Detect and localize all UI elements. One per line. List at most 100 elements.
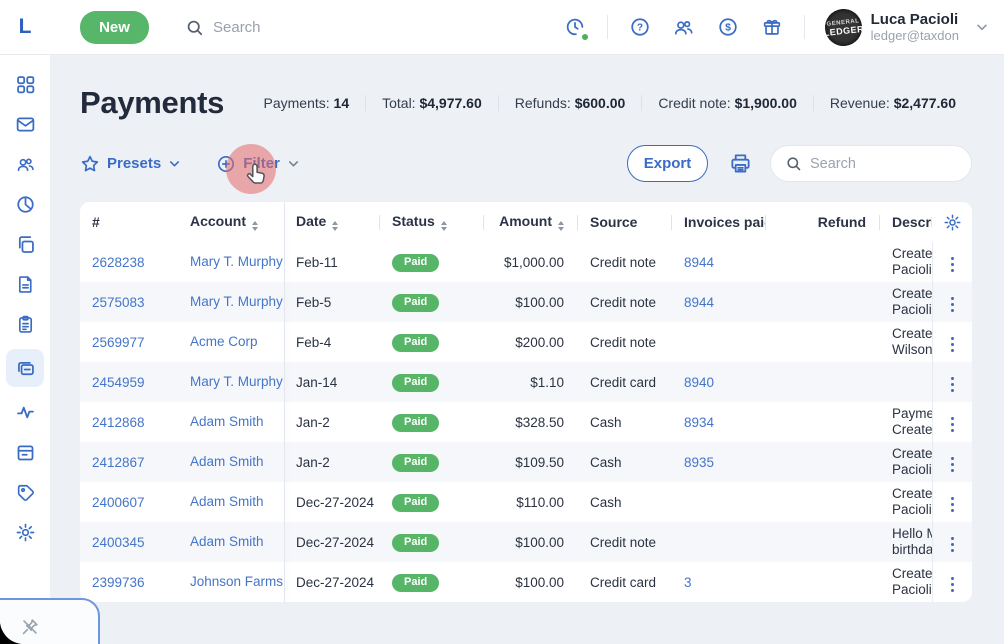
payment-id-link[interactable]: 2454959: [92, 375, 145, 390]
star-icon: [80, 154, 100, 174]
sidebar-pin-panel: [0, 598, 100, 644]
sidebar-item-mail[interactable]: [6, 109, 44, 139]
pinned-column-divider: [284, 202, 285, 602]
table-row: 2569977 Acme Corp Feb-4 Paid $200.00 Cre…: [80, 322, 972, 362]
row-menu-icon[interactable]: [947, 573, 959, 597]
account-link[interactable]: Acme Corp: [190, 334, 284, 350]
unpin-icon[interactable]: [18, 615, 42, 639]
sidebar-item-invoices[interactable]: [6, 269, 44, 299]
sidebar-item-documents[interactable]: [6, 229, 44, 259]
col-header-status[interactable]: Status: [380, 202, 484, 242]
invoice-link[interactable]: 8944: [684, 255, 714, 270]
sidebar-item-calendar[interactable]: [6, 437, 44, 467]
col-header-refund[interactable]: Refund: [766, 202, 880, 242]
account-link[interactable]: Mary T. Murphy: [190, 294, 284, 310]
sort-icon: [332, 221, 338, 231]
export-button[interactable]: Export: [627, 145, 708, 182]
col-header-amount[interactable]: Amount: [484, 202, 578, 242]
gift-icon[interactable]: [760, 15, 784, 39]
account-link[interactable]: Mary T. Murphy: [190, 254, 284, 270]
table-row: 2575083 Mary T. Murphy Feb-5 Paid $100.0…: [80, 282, 972, 322]
sidebar-item-activity[interactable]: [6, 397, 44, 427]
col-header-source[interactable]: Source: [578, 202, 672, 242]
payment-id-link[interactable]: 2575083: [92, 295, 145, 310]
col-header-id[interactable]: #: [80, 202, 178, 242]
sort-icon: [558, 221, 564, 231]
time-tracker-icon[interactable]: [563, 15, 587, 39]
sort-icon: [441, 221, 447, 231]
col-header-description[interactable]: Descrip: [880, 202, 932, 242]
new-button[interactable]: New: [80, 11, 149, 44]
app-window: L New ? $: [0, 0, 1004, 644]
global-search-input[interactable]: [213, 19, 513, 36]
community-icon[interactable]: [672, 15, 696, 39]
table-row: 2399736 Johnson Farms Dec-27-2024 Paid $…: [80, 562, 972, 602]
tracker-status-dot: [580, 32, 590, 42]
account-link[interactable]: Adam Smith: [190, 414, 284, 430]
account-link[interactable]: Johnson Farms: [190, 574, 284, 590]
row-menu-icon[interactable]: [947, 453, 959, 477]
table-row: 2628238 Mary T. Murphy Feb-11 Paid $1,00…: [80, 242, 972, 282]
billing-icon[interactable]: $: [716, 15, 740, 39]
table-row: 2454959 Mary T. Murphy Jan-14 Paid $1.10…: [80, 362, 972, 402]
app-logo[interactable]: L: [0, 15, 50, 39]
payment-id-link[interactable]: 2400345: [92, 535, 145, 550]
stat-total: Total: $4,977.60: [365, 95, 498, 111]
print-icon[interactable]: [728, 152, 752, 176]
sidebar-item-dashboard[interactable]: [6, 69, 44, 99]
row-menu-icon[interactable]: [947, 253, 959, 277]
filter-dropdown[interactable]: Filter: [216, 154, 301, 174]
payment-id-link[interactable]: 2400607: [92, 495, 145, 510]
status-badge: Paid: [392, 334, 439, 352]
col-header-date[interactable]: Date: [284, 202, 380, 242]
invoice-link[interactable]: 8944: [684, 295, 714, 310]
status-badge: Paid: [392, 294, 439, 312]
table-search-input[interactable]: [810, 156, 950, 172]
row-menu-icon[interactable]: [947, 493, 959, 517]
row-menu-icon[interactable]: [947, 413, 959, 437]
row-menu-icon[interactable]: [947, 333, 959, 357]
status-badge: Paid: [392, 374, 439, 392]
user-menu[interactable]: GENERAL LEDGER Luca Pacioli ledger@taxdo…: [825, 9, 990, 46]
status-badge: Paid: [392, 254, 439, 272]
chevron-down-icon: [974, 19, 990, 35]
invoice-link[interactable]: 3: [684, 575, 692, 590]
col-header-account[interactable]: Account: [178, 202, 284, 242]
invoice-link[interactable]: 8935: [684, 455, 714, 470]
table-search[interactable]: [770, 145, 972, 182]
sidebar-item-contacts[interactable]: [6, 149, 44, 179]
sidebar-item-offers[interactable]: [6, 477, 44, 507]
account-link[interactable]: Adam Smith: [190, 454, 284, 470]
user-email: ledger@taxdon: [871, 28, 959, 43]
presets-dropdown[interactable]: Presets: [80, 154, 182, 174]
table-row: 2400345 Adam Smith Dec-27-2024 Paid $100…: [80, 522, 972, 562]
payments-table: # Account Date Status Amount Source Invo…: [80, 202, 972, 602]
chevron-down-icon: [286, 156, 301, 171]
payment-id-link[interactable]: 2412867: [92, 455, 145, 470]
chevron-down-icon: [167, 156, 182, 171]
payment-id-link[interactable]: 2569977: [92, 335, 145, 350]
row-menu-icon[interactable]: [947, 533, 959, 557]
page-title: Payments: [80, 85, 224, 121]
sidebar-item-settings[interactable]: [6, 517, 44, 547]
sidebar-item-reports[interactable]: [6, 189, 44, 219]
sidebar-item-estimates[interactable]: [6, 309, 44, 339]
sidebar-item-payments[interactable]: [6, 349, 44, 387]
invoice-link[interactable]: 8934: [684, 415, 714, 430]
row-menu-icon[interactable]: [947, 293, 959, 317]
global-search[interactable]: [185, 18, 563, 37]
row-menu-icon[interactable]: [947, 373, 959, 397]
column-settings-gear-icon[interactable]: [932, 202, 972, 242]
divider: [607, 15, 608, 39]
invoice-link[interactable]: 8940: [684, 375, 714, 390]
stat-refunds: Refunds: $600.00: [498, 95, 642, 111]
payment-id-link[interactable]: 2628238: [92, 255, 145, 270]
payment-id-link[interactable]: 2399736: [92, 575, 145, 590]
help-icon[interactable]: ?: [628, 15, 652, 39]
account-link[interactable]: Adam Smith: [190, 534, 284, 550]
table-row: 2412868 Adam Smith Jan-2 Paid $328.50 Ca…: [80, 402, 972, 442]
account-link[interactable]: Adam Smith: [190, 494, 284, 510]
payment-id-link[interactable]: 2412868: [92, 415, 145, 430]
col-header-invoices-paid[interactable]: Invoices paid: [672, 202, 766, 242]
account-link[interactable]: Mary T. Murphy: [190, 374, 284, 390]
